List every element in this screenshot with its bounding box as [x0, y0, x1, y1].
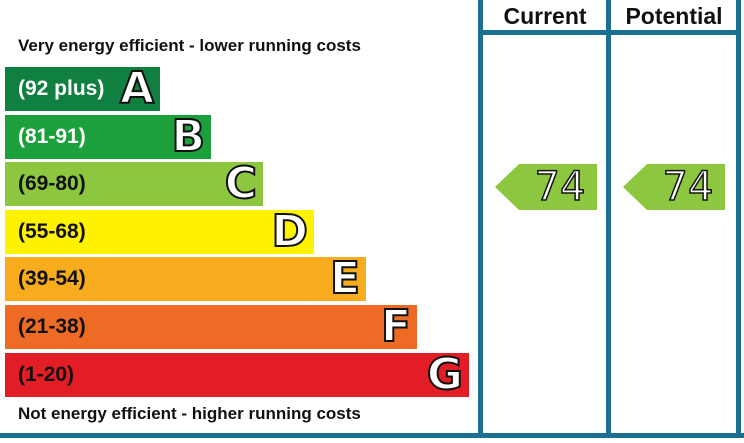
band-range-label: (21-38): [18, 315, 86, 338]
band-c: (69-80) C: [5, 158, 263, 210]
band-range-label: (69-80): [18, 172, 86, 196]
marker-potential: 74: [623, 163, 725, 211]
band-f: (21-38) F: [5, 301, 417, 353]
header-rule: [478, 30, 741, 35]
column-header-current: Current: [503, 3, 587, 29]
marker-value: 74: [534, 163, 586, 211]
band-range-label: (55-68): [18, 219, 86, 243]
marker-value: 74: [662, 163, 714, 211]
band-range-label: (1-20): [18, 362, 75, 386]
band-letter: C: [224, 158, 258, 210]
band-range-label: (81-91): [18, 124, 86, 148]
column-divider-middle: [606, 0, 611, 438]
caption-bottom: Not energy efficient - higher running co…: [18, 404, 361, 423]
band-range-label: (39-54): [18, 267, 86, 291]
band-a: (92 plus) A: [5, 63, 160, 115]
band-letter: D: [270, 205, 309, 257]
column-divider-left: [478, 0, 483, 438]
band-letter: G: [426, 348, 464, 400]
band-letter: E: [329, 253, 361, 305]
caption-top: Very energy efficient - lower running co…: [18, 36, 361, 55]
column-header-potential: Potential: [625, 3, 723, 29]
bottom-rule: [0, 433, 744, 438]
band-letter: B: [170, 110, 206, 162]
arrow-shape: [495, 164, 597, 210]
band-b: (81-91) B: [5, 110, 211, 162]
column-divider-right: [736, 0, 741, 438]
band-d: (55-68) D: [5, 205, 314, 257]
band-letter: A: [119, 63, 155, 115]
band-e: (39-54) E: [5, 253, 366, 305]
band-letter: F: [380, 301, 412, 353]
band-range-label: (92 plus): [18, 77, 105, 100]
marker-current: 74: [495, 163, 597, 211]
arrow-shape: [623, 164, 725, 210]
band-g: (1-20) G: [5, 348, 469, 400]
